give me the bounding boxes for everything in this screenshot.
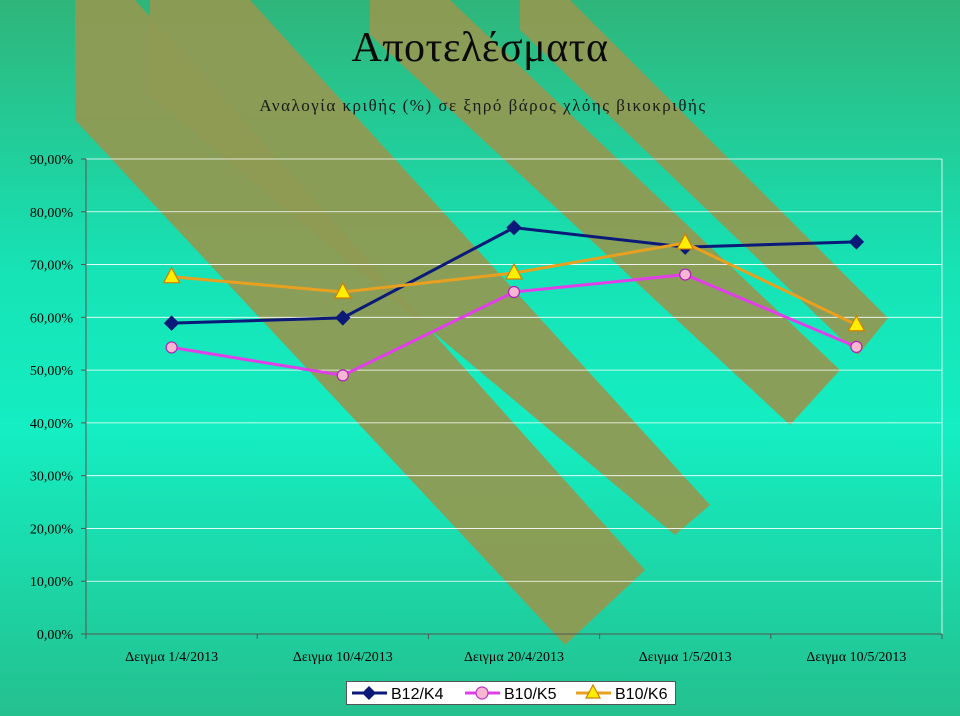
y-tick-label: 30,00%	[30, 470, 74, 485]
y-tick-label: 70,00%	[30, 259, 74, 274]
legend-item-b10-k6: B10/K6	[576, 683, 668, 703]
series-group	[162, 219, 866, 382]
legend-label-b12-k4: B12/K4	[391, 686, 444, 703]
data-point-b10-k6	[162, 266, 181, 284]
x-tick-label: Δειγμα 10/4/2013	[293, 650, 393, 665]
legend-triangle-marker	[584, 683, 602, 699]
legend-item-b10-k5: B10/K5	[465, 686, 557, 703]
data-point-b12-k4	[163, 315, 180, 331]
x-tick-label: Δειγμα 20/4/2013	[464, 650, 564, 665]
axes	[85, 159, 943, 635]
y-tick-label: 60,00%	[30, 311, 74, 326]
y-tick-label: 20,00%	[30, 522, 74, 537]
legend-item-b12-k4: B12/K4	[352, 686, 444, 703]
legend: B12/K4 B10/K5 B10/K6	[346, 681, 676, 705]
y-tick-label: 50,00%	[30, 364, 74, 379]
data-point-b10-k6	[505, 262, 523, 280]
data-point-b10-k5	[336, 369, 349, 382]
x-tick-label: Δειγμα 1/4/2013	[125, 650, 218, 665]
x-axis-ticks: Δειγμα 1/4/2013 Δειγμα 10/4/2013 Δειγμα 20…	[85, 634, 943, 665]
data-point-b10-k6	[847, 314, 866, 332]
y-axis-ticks: 0,00% 10,00% 20,00% 30,00% 40,00% 50,00% 60,00…	[30, 153, 86, 643]
x-tick-label: Δειγμα 10/5/2013	[806, 650, 906, 665]
data-point-b10-k5	[850, 340, 863, 353]
legend-label-b10-k5: B10/K5	[504, 686, 557, 703]
y-tick-label: 80,00%	[30, 206, 74, 221]
legend-diamond-marker	[362, 686, 376, 700]
y-tick-label: 40,00%	[30, 417, 74, 432]
chart-title: Αναλογία κριθής (%) σε ξηρό βάρος χλόης …	[259, 96, 706, 115]
series-line-b10-k6	[171, 241, 858, 327]
y-tick-label: 90,00%	[30, 153, 74, 168]
data-point-b12-k4	[506, 219, 522, 236]
legend-circle-marker	[475, 686, 489, 700]
stripe-1	[75, 0, 645, 645]
data-point-b12-k4	[335, 310, 351, 326]
y-tick-label: 10,00%	[30, 575, 74, 590]
data-point-b10-k5	[679, 268, 692, 281]
y-tick-label: 0,00%	[37, 628, 74, 643]
stripe-4	[520, 0, 888, 355]
data-point-b12-k4	[848, 234, 865, 250]
x-tick-label: Δειγμα 1/5/2013	[639, 650, 732, 665]
stripe-2	[150, 0, 710, 535]
slide-title: Αποτελέσματα	[351, 25, 609, 71]
data-point-b10-k5	[507, 285, 521, 299]
data-point-b10-k6	[676, 232, 695, 250]
stripe-3	[370, 0, 840, 425]
data-point-b10-k6	[333, 281, 352, 299]
data-point-b10-k5	[165, 341, 178, 354]
legend-label-b10-k6: B10/K6	[615, 686, 668, 703]
